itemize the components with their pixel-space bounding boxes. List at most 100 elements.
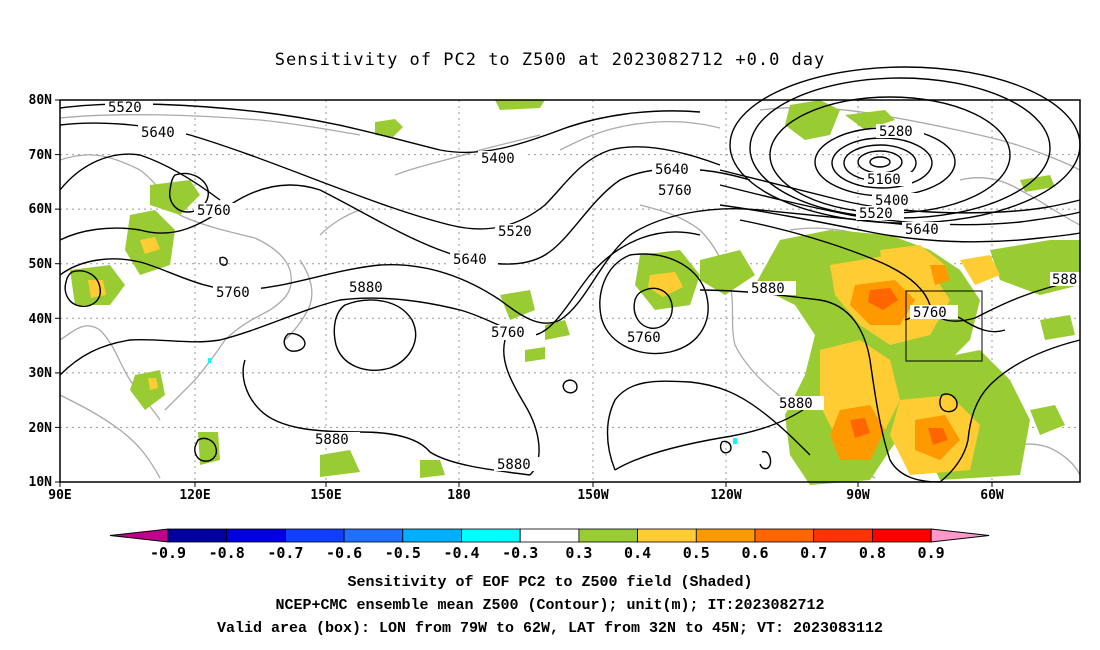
contour-label-text: 5400 — [481, 151, 515, 167]
lon-label: 60W — [980, 488, 1004, 503]
contour-label-text: 5520 — [498, 224, 532, 240]
contour-label-group: 5520 5640 5400 5280 5160 5400 5520 5640 — [105, 100, 1080, 473]
lat-label: 80N — [29, 93, 53, 108]
lon-label: 150E — [310, 488, 341, 503]
colorbar-tick-label: -0.9 — [150, 544, 186, 562]
lon-label: 180 — [447, 488, 471, 503]
contour-label-text: 5640 — [905, 222, 939, 238]
contour-label-text: 5280 — [879, 124, 913, 140]
colorbar-swatch — [754, 528, 815, 543]
colorbar-swatch — [872, 528, 932, 543]
colorbar-tick-label: -0.3 — [502, 544, 538, 562]
contour-label-text: 5880 — [315, 432, 349, 448]
colorbar-tick-label: 0.9 — [918, 544, 945, 562]
contour-label-text: 5400 — [875, 193, 909, 209]
colorbar-swatch — [284, 528, 345, 543]
caption-valid-area: Valid area (box): LON from 79W to 62W, L… — [216, 620, 884, 637]
colorbar-tick-label: -0.5 — [385, 544, 421, 562]
lat-label: 50N — [29, 257, 53, 272]
colorbar-tick-label: -0.6 — [326, 544, 362, 562]
contour-label: 5640 — [902, 222, 950, 238]
contour-label: 5760 — [194, 203, 242, 219]
contour-label-text: 5760 — [491, 325, 525, 341]
colorbar-swatch — [226, 528, 286, 543]
contour-label: 5640 — [450, 252, 498, 268]
colorbar-swatch — [695, 528, 756, 543]
lon-labels: 90E 120E 150E 180 150W 120W 90W 60W — [48, 488, 1004, 503]
contour-label: 5760 — [213, 285, 261, 301]
contour-label: 5640 — [652, 162, 700, 178]
contour-label-text: 5880 — [779, 396, 813, 412]
contour-label-text: 5880 — [349, 280, 383, 296]
contour-label-text: 5160 — [867, 172, 901, 188]
contour-label: 5760 — [655, 183, 703, 199]
contour-label: 5760 — [624, 330, 672, 346]
lon-label: 90E — [48, 488, 71, 503]
map-title: Sensitivity of PC2 to Z500 at 2023082712… — [274, 50, 826, 70]
colorbar-swatch — [519, 528, 580, 543]
lon-label: 120W — [710, 488, 741, 503]
contour-label-text: 5760 — [913, 305, 947, 321]
colorbar-swatch — [578, 528, 639, 543]
lat-label: 20N — [29, 421, 53, 436]
colorbar-tick-label: 0.8 — [859, 544, 886, 562]
contour-label: 5880 — [346, 280, 394, 296]
colorbar-tick-label: 0.3 — [565, 544, 592, 562]
contour-label: 5880 — [776, 396, 824, 412]
contour-label-text: 5760 — [658, 183, 692, 199]
contour-label: 5520 — [856, 206, 904, 222]
contour-label: 5400 — [478, 151, 526, 167]
contour-label: 5880 — [312, 432, 360, 448]
colorbar-swatch — [461, 528, 521, 543]
sensitivity-map: 5520 5640 5400 5280 5160 5400 5520 5640 — [29, 66, 1081, 562]
colorbar-swatch — [637, 528, 697, 543]
contour-label: 588 — [1050, 272, 1080, 288]
contour-label: 5760 — [488, 325, 536, 341]
lat-label: 10N — [29, 475, 53, 490]
colorbar-tick-label: -0.4 — [443, 544, 479, 562]
contour-label: 5880 — [494, 457, 542, 473]
colorbar-tick-label: 0.5 — [683, 544, 710, 562]
colorbar-tick-label: 0.7 — [800, 544, 827, 562]
colorbar-tick-label: 0.4 — [624, 544, 651, 562]
colorbar-high-end — [930, 528, 990, 543]
contour-label-text: 5760 — [627, 330, 661, 346]
caption-shaded: Sensitivity of EOF PC2 to Z500 field (Sh… — [347, 574, 753, 591]
colorbar-swatch — [343, 528, 404, 543]
contour-label: 5280 — [876, 124, 924, 140]
colorbar-tick-label: -0.8 — [209, 544, 245, 562]
contour-label-text: 5520 — [859, 206, 893, 222]
contour-label-text: 5640 — [141, 125, 175, 141]
contour-label-text: 5880 — [497, 457, 531, 473]
contour-label-text: 5760 — [216, 285, 250, 301]
contour-label-text: 5640 — [453, 252, 487, 268]
lon-label: 90W — [846, 488, 870, 503]
colorbar-swatch — [167, 528, 228, 543]
colorbar-tick-label: 0.6 — [741, 544, 768, 562]
contour-label: 5400 — [872, 193, 920, 209]
contour-label-text: 5520 — [108, 100, 142, 116]
contour-label-text: 5760 — [197, 203, 231, 219]
contour-label: 5640 — [138, 125, 186, 141]
contour-label: 5160 — [864, 172, 912, 188]
contour-label: 5520 — [495, 224, 543, 240]
lat-label: 70N — [29, 148, 53, 163]
lat-label: 30N — [29, 366, 53, 381]
contour-label: 5880 — [748, 281, 796, 297]
colorbar-swatch — [813, 528, 873, 543]
colorbar-swatch — [402, 528, 462, 543]
colorbar: -0.9 -0.8 -0.7 -0.6 -0.5 -0.4 -0.3 0.3 0.4 0.5 0.6… — [109, 528, 990, 562]
lat-label: 60N — [29, 202, 53, 217]
valid-area-box — [905, 290, 983, 362]
lon-label: 120E — [179, 488, 210, 503]
colorbar-tick-label: -0.7 — [267, 544, 303, 562]
contour-label: 5760 — [910, 305, 958, 321]
contour-label-text: 5880 — [751, 281, 785, 297]
lat-labels: 80N 70N 60N 50N 40N 30N 20N 10N — [29, 93, 53, 490]
colorbar-low-end — [109, 528, 169, 543]
map-frame — [59, 99, 1081, 483]
lat-label: 40N — [29, 312, 53, 327]
lon-label: 150W — [577, 488, 608, 503]
caption-contour: NCEP+CMC ensemble mean Z500 (Contour); u… — [275, 597, 825, 614]
axis-ticks — [55, 99, 993, 487]
